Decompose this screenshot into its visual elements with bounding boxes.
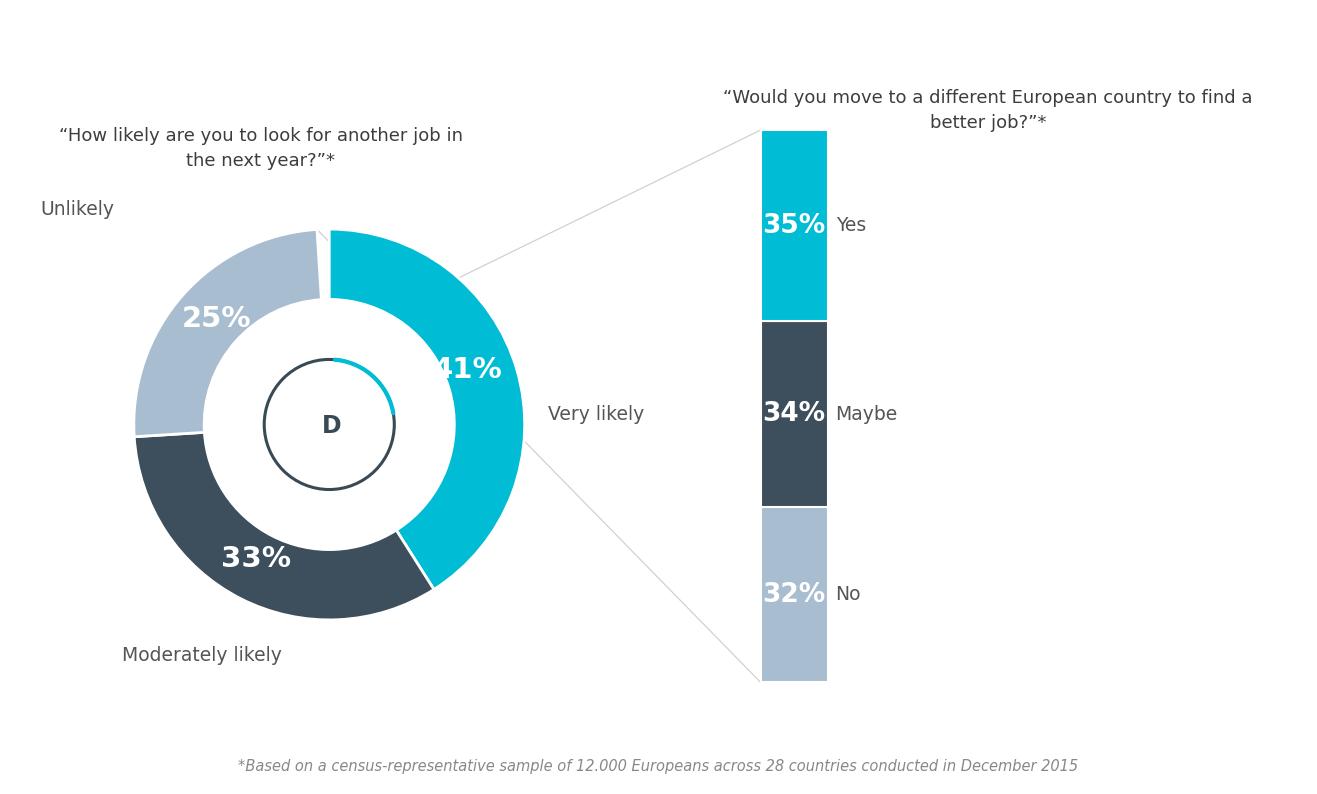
Text: Yes: Yes [835,216,865,235]
Bar [761,130,827,322]
Text: 32%: 32% [763,582,826,608]
Text: 34%: 34% [763,402,826,427]
Text: No: No [835,585,861,604]
Text: “Would you move to a different European country to find a
better job?”*: “Would you move to a different European … [723,89,1252,132]
Text: D: D [321,414,341,438]
Text: Moderately likely: Moderately likely [122,646,282,665]
Wedge shape [134,433,435,620]
Wedge shape [134,229,321,437]
Bar [761,507,827,682]
Circle shape [204,299,454,549]
Wedge shape [329,229,524,589]
Text: 25%: 25% [182,305,252,333]
Text: “How likely are you to look for another job in
the next year?”*: “How likely are you to look for another … [59,127,462,171]
Bar [761,322,827,507]
Text: Unlikely: Unlikely [40,200,115,219]
Text: *Based on a census-representative sample of 12.000 Europeans across 28 countries: *Based on a census-representative sample… [238,759,1079,773]
Text: 33%: 33% [221,545,291,573]
Text: Maybe: Maybe [835,405,898,424]
Text: 41%: 41% [432,356,502,384]
Text: 35%: 35% [763,213,826,239]
Text: Very likely: Very likely [548,405,644,424]
